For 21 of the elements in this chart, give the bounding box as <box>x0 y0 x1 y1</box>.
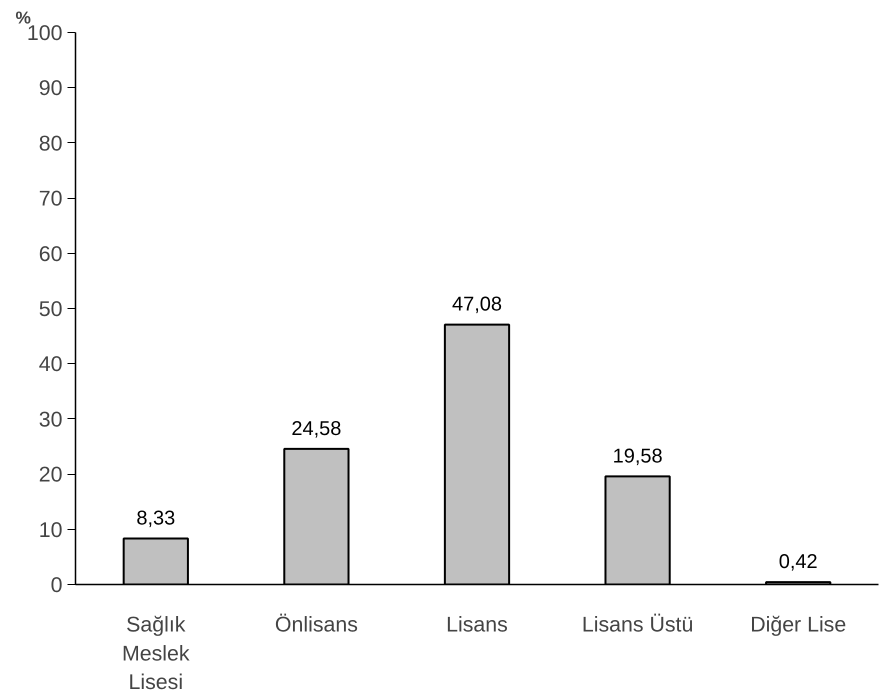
x-tick-label: Diğer Lise <box>750 612 846 636</box>
y-tick-label: 10 <box>38 518 63 542</box>
y-tick-label: 40 <box>38 352 63 376</box>
y-tick-label: 90 <box>38 76 63 100</box>
y-tick-label: 50 <box>38 297 63 321</box>
x-tick-label: Sağlık Meslek Lisesi <box>122 612 190 694</box>
data-label: 19,58 <box>612 445 663 468</box>
x-tick-label: Lisans <box>446 612 508 636</box>
data-label: 0,42 <box>778 551 818 574</box>
y-tick-label: 30 <box>38 407 63 432</box>
data-label: 24,58 <box>291 418 342 440</box>
x-tick-label: Lisans Üstü <box>582 612 694 636</box>
data-label: 47,08 <box>452 294 502 316</box>
y-tick-label: 80 <box>38 131 63 156</box>
data-label: 8,33 <box>136 508 176 530</box>
y-tick-label: 70 <box>38 186 63 211</box>
x-tick-label: Önlisans <box>274 612 358 636</box>
y-tick-label: 60 <box>38 242 63 266</box>
y-tick-label: 0 <box>50 573 63 597</box>
y-tick-label: 20 <box>38 462 63 487</box>
y-axis-title: % <box>16 8 31 28</box>
